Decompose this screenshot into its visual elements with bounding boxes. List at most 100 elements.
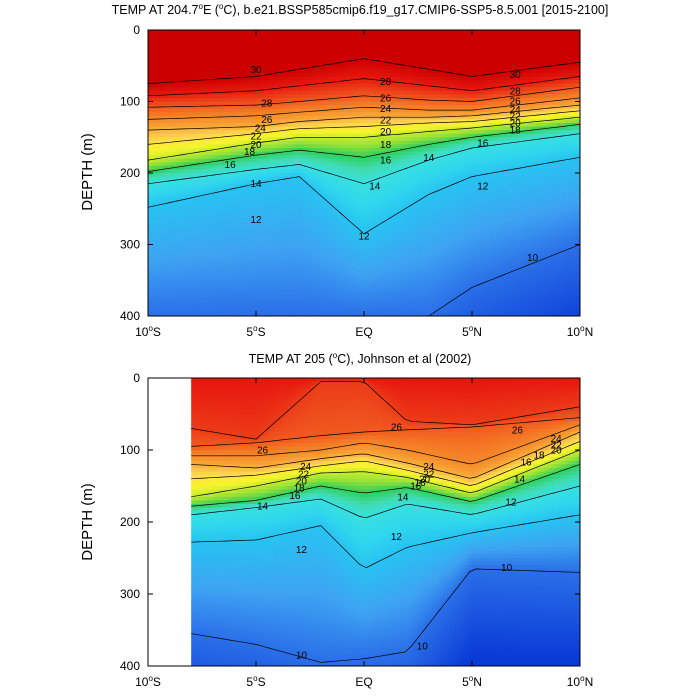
contour-label-10: 10 [527,253,539,264]
contour-label-12: 12 [477,181,489,192]
x-tick-label: 5oS [246,324,265,339]
contour-label-26: 26 [391,423,403,434]
isotherm-26 [148,86,580,108]
contour-label-14: 14 [250,179,262,190]
isotherm-27 [191,381,580,440]
temperature-field [191,378,580,666]
contour-label-22: 22 [250,131,262,142]
isotherm-12 [191,514,580,569]
isotherm-20 [148,110,580,145]
y-tick-label: 400 [120,659,140,673]
contour-label-12: 12 [505,497,517,508]
contour-label-18: 18 [415,478,427,489]
contour-label-20: 20 [380,127,392,138]
contour-label-30: 30 [250,65,262,76]
x-tick-label: EQ [355,325,372,339]
contour-label-16: 16 [289,491,301,502]
contour-label-24: 24 [300,462,312,473]
contour-label-10: 10 [296,651,308,662]
contour-label-12: 12 [391,532,403,543]
contour-label-12: 12 [250,215,262,226]
contour-label-24: 24 [510,105,522,116]
isotherm-18 [148,116,580,161]
x-tick-label: 5oS [246,674,265,689]
contour-label-26: 26 [510,96,522,107]
contour-lines [191,381,580,663]
contour-label-12: 12 [358,231,370,242]
panel-1-x-axis: 10oS 5oS EQ 5oN 10oN [135,30,593,339]
contour-label-20: 20 [551,446,563,457]
contour-label-24: 24 [255,124,267,135]
x-tick-label: EQ [355,675,372,689]
y-tick-label: 300 [120,238,140,252]
panel-2-y-axis-label: DEPTH (m) [79,483,96,561]
panel-1-y-axis: 0 100 200 300 400 [120,23,580,323]
contour-label-18: 18 [294,484,306,495]
contour-label-26: 26 [512,425,524,436]
isotherm-14 [191,485,580,519]
contour-label-18: 18 [533,451,545,462]
y-tick-label: 0 [133,371,140,385]
contour-label-22: 22 [298,469,310,480]
contour-label-10: 10 [417,641,429,652]
contour-label-24: 24 [551,434,563,445]
x-tick-label: 5oN [462,324,482,339]
contour-label-28: 28 [261,98,273,109]
contour-label-20: 20 [296,477,308,488]
panel-2-title: TEMP AT 205 (oC), Johnson et al (2002) [249,351,472,366]
panel-2-y-axis: 0 100 200 300 400 [120,371,580,673]
isotherm-20 [191,441,580,486]
isotherm-26 [191,417,580,447]
contour-label-16: 16 [225,160,237,171]
contour-label-14: 14 [369,181,381,192]
contour-label-30: 30 [510,70,522,81]
contour-label-16: 16 [477,139,489,150]
temperature-field [148,30,580,316]
x-tick-label: 10oS [135,324,161,339]
contour-label-10: 10 [501,563,513,574]
panel-1-title: TEMP AT 204.7oE (oC), b.e21.BSSP585cmip6… [112,2,609,17]
isotherm-28 [148,76,580,97]
contour-label-20: 20 [250,140,262,151]
isotherm-16 [191,464,580,507]
panel-1: TEMP AT 204.7oE (oC), b.e21.BSSP585cmip6… [79,2,608,339]
isotherm-10 [191,568,580,663]
contour-label-24: 24 [380,104,392,115]
y-tick-label: 100 [120,95,140,109]
contour-label-16: 16 [520,458,532,469]
isotherm-12 [148,156,580,235]
contour-label-14: 14 [514,474,526,485]
contour-label-26: 26 [257,446,269,457]
contour-label-14: 14 [423,153,435,164]
contour-label-22: 22 [380,116,392,127]
contour-label-16: 16 [380,156,392,167]
y-tick-label: 400 [120,309,140,323]
contour-label-20: 20 [510,119,522,130]
panel-2: TEMP AT 205 (oC), Johnson et al (2002) 2… [79,351,593,689]
contour-label-18: 18 [510,126,522,137]
contour-label-14: 14 [397,492,409,503]
y-tick-label: 100 [120,443,140,457]
contour-label-28: 28 [510,86,522,97]
isotherm-14 [148,133,580,185]
isotherm-24 [148,97,580,120]
contour-label-26: 26 [380,93,392,104]
isotherm-22 [191,431,580,479]
x-tick-label: 5oN [462,674,482,689]
isotherm-16 [148,124,580,172]
contour-label-26: 26 [261,115,273,126]
panel-2-x-axis: 10oS 5oS EQ 5oN 10oN [135,378,593,689]
contour-label-20: 20 [419,474,431,485]
isotherm-24 [191,424,580,465]
panel-2-plot-area: 2626242220181614121224222018161426242220… [147,377,581,667]
contour-label-22: 22 [510,111,522,122]
contour-lines [148,58,580,316]
panel-1-y-axis-label: DEPTH (m) [79,133,96,211]
isotherm-10 [148,244,580,316]
contour-label-16: 16 [410,482,422,493]
contour-labels: 3028262422201816141228262422201816141230… [225,65,539,264]
contour-label-12: 12 [296,545,308,556]
y-tick-label: 300 [120,587,140,601]
contour-label-22: 22 [423,469,435,480]
